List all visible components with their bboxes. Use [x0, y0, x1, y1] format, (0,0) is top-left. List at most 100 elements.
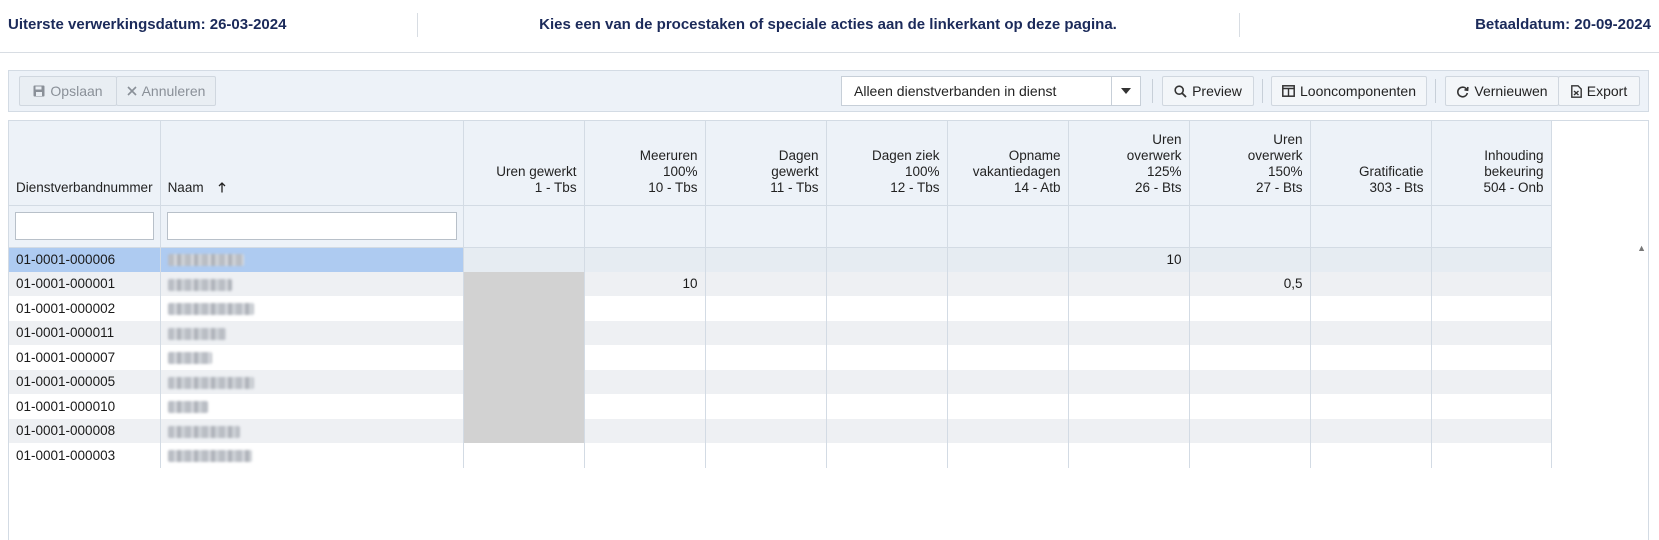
table-row[interactable]: 01-0001-000010 [9, 394, 1552, 419]
value-cell[interactable] [463, 271, 585, 296]
value-cell[interactable] [705, 418, 827, 443]
value-cell[interactable] [1068, 345, 1190, 370]
value-cell[interactable] [1068, 394, 1190, 419]
value-cell[interactable] [1189, 418, 1311, 443]
value-cell[interactable] [826, 418, 948, 443]
preview-button[interactable]: Preview [1162, 76, 1254, 106]
value-cell[interactable] [826, 369, 948, 394]
value-cell[interactable] [705, 394, 827, 419]
table-row[interactable]: 01-0001-000011 [9, 320, 1552, 345]
value-cell[interactable] [1189, 394, 1311, 419]
value-cell[interactable] [1068, 296, 1190, 321]
dienstverbandnummer-cell[interactable]: 01-0001-000003 [9, 443, 161, 468]
value-cell[interactable] [826, 296, 948, 321]
dienstverbandnummer-cell[interactable]: 01-0001-000006 [9, 247, 161, 272]
dienstverbandnummer-cell[interactable]: 01-0001-000001 [9, 271, 161, 296]
value-cell[interactable] [1310, 271, 1432, 296]
value-cell[interactable] [947, 345, 1069, 370]
value-cell[interactable] [826, 443, 948, 468]
scroll-up-arrow[interactable]: ▲ [1637, 243, 1646, 253]
table-row[interactable]: 01-0001-000002 [9, 296, 1552, 321]
save-button[interactable]: Opslaan [19, 76, 117, 106]
value-cell[interactable] [1189, 247, 1311, 272]
dropdown-toggle[interactable] [1111, 77, 1140, 105]
value-cell[interactable] [1068, 369, 1190, 394]
naam-cell[interactable] [160, 418, 464, 443]
refresh-button[interactable]: Vernieuwen [1445, 76, 1559, 106]
value-cell[interactable] [705, 320, 827, 345]
value-cell[interactable] [1431, 418, 1552, 443]
value-cell[interactable] [826, 320, 948, 345]
value-cell[interactable] [463, 418, 585, 443]
loon-components-button[interactable]: Looncomponenten [1271, 76, 1427, 106]
value-cell[interactable] [463, 320, 585, 345]
value-cell[interactable] [1310, 296, 1432, 321]
value-cell[interactable] [1189, 296, 1311, 321]
value-cell[interactable] [947, 394, 1069, 419]
value-cell[interactable] [584, 443, 706, 468]
value-cell[interactable] [1310, 369, 1432, 394]
naam-cell[interactable] [160, 394, 464, 419]
value-cell[interactable] [705, 345, 827, 370]
naam-filter-input[interactable] [166, 212, 457, 240]
table-row[interactable]: 01-0001-000001 10 0,5 [9, 271, 1552, 296]
value-cell[interactable]: 10 [584, 271, 706, 296]
value-cell[interactable] [826, 247, 948, 272]
value-cell[interactable] [826, 271, 948, 296]
value-cell[interactable] [584, 247, 706, 272]
table-row[interactable]: 01-0001-000008 [9, 418, 1552, 443]
export-button[interactable]: Export [1558, 76, 1640, 106]
value-cell[interactable] [947, 271, 1069, 296]
value-cell[interactable]: 10 [1068, 247, 1190, 272]
cancel-button[interactable]: Annuleren [116, 76, 216, 106]
dienstverbandnummer-filter-input[interactable] [15, 212, 154, 240]
value-cell[interactable] [1068, 418, 1190, 443]
value-cell[interactable] [1310, 247, 1432, 272]
value-cell[interactable] [1068, 320, 1190, 345]
column-header[interactable]: Dagen gewerkt 11 - Tbs [705, 121, 827, 206]
value-cell[interactable] [947, 320, 1069, 345]
value-cell[interactable] [1068, 271, 1190, 296]
column-header[interactable]: Meeruren 100% 10 - Tbs [584, 121, 706, 206]
column-header[interactable]: Gratificatie 303 - Bts [1310, 121, 1432, 206]
column-header[interactable]: Uren overwerk 125% 26 - Bts [1068, 121, 1190, 206]
naam-cell[interactable] [160, 271, 464, 296]
dienstverbandnummer-cell[interactable]: 01-0001-000010 [9, 394, 161, 419]
dienstverbandnummer-cell[interactable]: 01-0001-000008 [9, 418, 161, 443]
value-cell[interactable] [705, 443, 827, 468]
value-cell[interactable] [463, 296, 585, 321]
naam-cell[interactable] [160, 345, 464, 370]
value-cell[interactable] [1431, 345, 1552, 370]
value-cell[interactable]: 0,5 [1189, 271, 1311, 296]
dienstverbandnummer-cell[interactable]: 01-0001-000005 [9, 369, 161, 394]
value-cell[interactable] [1310, 418, 1432, 443]
value-cell[interactable] [584, 418, 706, 443]
value-cell[interactable] [1068, 443, 1190, 468]
value-cell[interactable] [1189, 443, 1311, 468]
value-cell[interactable] [463, 394, 585, 419]
value-cell[interactable] [1310, 345, 1432, 370]
value-cell[interactable] [1310, 320, 1432, 345]
value-cell[interactable] [705, 271, 827, 296]
value-cell[interactable] [826, 394, 948, 419]
column-header[interactable]: Uren overwerk 150% 27 - Bts [1189, 121, 1311, 206]
value-cell[interactable] [705, 247, 827, 272]
table-row[interactable]: 01-0001-000007 [9, 345, 1552, 370]
column-header[interactable]: Opname vakantiedagen 14 - Atb [947, 121, 1069, 206]
value-cell[interactable] [1310, 443, 1432, 468]
value-cell[interactable] [463, 345, 585, 370]
naam-cell[interactable] [160, 369, 464, 394]
naam-cell[interactable] [160, 247, 464, 272]
dienstverbandnummer-cell[interactable]: 01-0001-000011 [9, 320, 161, 345]
column-header[interactable]: Dienstverbandnummer [9, 121, 161, 206]
value-cell[interactable] [1310, 394, 1432, 419]
value-cell[interactable] [584, 394, 706, 419]
value-cell[interactable] [1431, 320, 1552, 345]
dienstverbandnummer-cell[interactable]: 01-0001-000002 [9, 296, 161, 321]
value-cell[interactable] [826, 345, 948, 370]
naam-cell[interactable] [160, 443, 464, 468]
value-cell[interactable] [1431, 443, 1552, 468]
value-cell[interactable] [1189, 320, 1311, 345]
employment-filter-select[interactable]: Alleen dienstverbanden in dienst [841, 76, 1141, 106]
naam-cell[interactable] [160, 320, 464, 345]
